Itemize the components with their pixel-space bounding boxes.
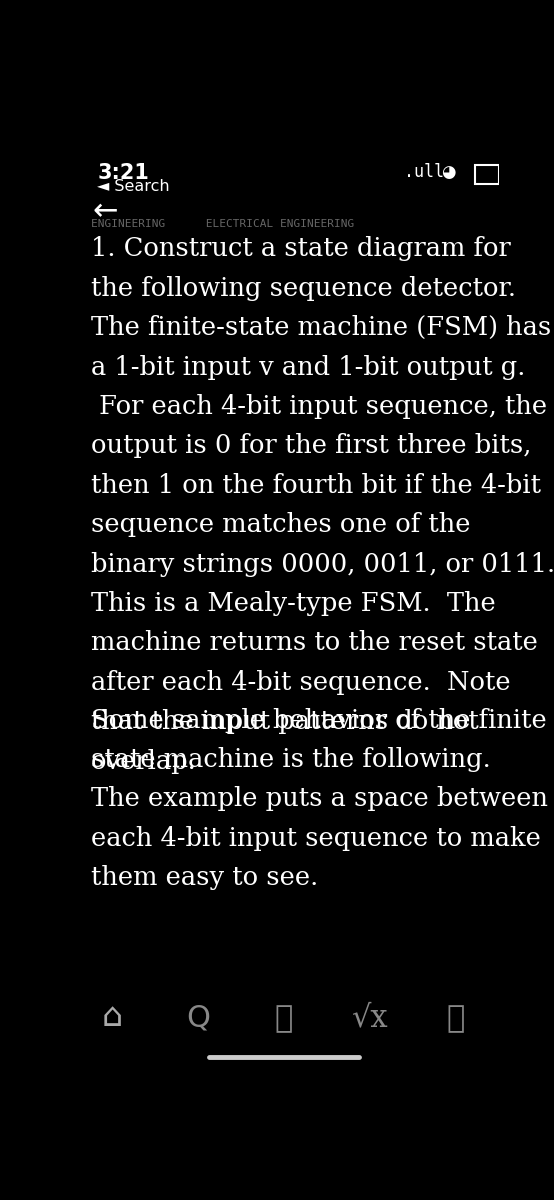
Text: ◄ Search: ◄ Search [97, 179, 170, 194]
Text: √x: √x [351, 1002, 388, 1033]
Text: Q: Q [186, 1004, 210, 1033]
Text: ◕: ◕ [440, 163, 455, 181]
FancyBboxPatch shape [499, 169, 501, 178]
Text: .ull: .ull [404, 163, 444, 181]
Text: Some sample behavior of the finite
state machine is the following.
The example p: Some sample behavior of the finite state… [91, 708, 548, 890]
Text: 👤: 👤 [447, 1004, 465, 1033]
Text: 1. Construct a state diagram for
the following sequence detector.
The finite-sta: 1. Construct a state diagram for the fol… [91, 236, 554, 774]
Text: 💬: 💬 [275, 1004, 293, 1033]
Text: ENGINEERING      ELECTRICAL ENGINEERING: ENGINEERING ELECTRICAL ENGINEERING [91, 218, 354, 229]
Text: ←: ← [93, 198, 119, 227]
Text: ⌂: ⌂ [101, 1000, 123, 1033]
Text: 3:21: 3:21 [97, 163, 149, 184]
